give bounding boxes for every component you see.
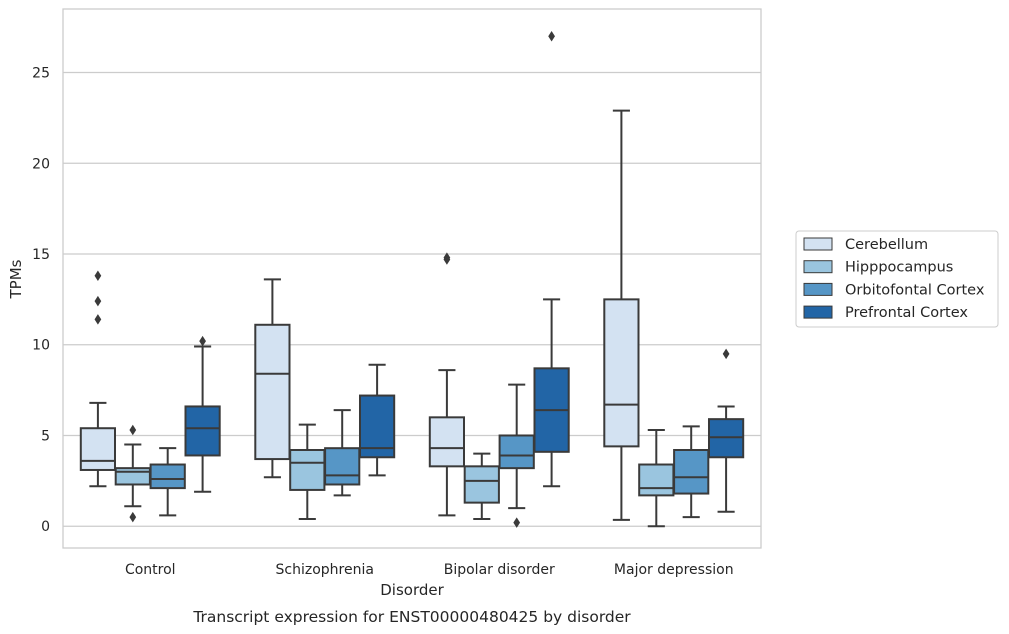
y-tick-label: 5 [41,428,50,444]
box-groups [79,30,745,528]
box-iqr [289,449,326,491]
box-group-bipolar-disorder [428,30,570,528]
legend: Cerebellum Hipppocampus Orbitofontal Corte… [795,230,999,328]
box-orbitofontal-cortex [498,383,535,528]
box-iqr [603,298,640,448]
legend-frame [795,230,999,328]
box-iqr [358,394,396,459]
box-orbitofontal-cortex [673,425,710,519]
box-orbitofontal-cortex [149,447,186,517]
box-group-schizophrenia [254,278,396,520]
box-iqr [254,323,291,461]
box-prefrontal-cortex [184,335,221,493]
box-iqr [463,465,500,504]
x-tick-labels: Control Schizophrenia Bipolar disorder Majo… [125,562,734,578]
outlier-point [129,511,137,523]
box-iqr [184,405,221,457]
y-tick-label: 15 [32,247,50,263]
box-cerebellum [79,270,117,488]
outlier-point [94,270,102,282]
box-group-major-depression [603,109,745,528]
box-cerebellum [603,109,640,521]
box-hipppocampus [638,429,675,528]
outlier-point [94,295,102,307]
x-axis-label: Disorder [380,581,444,599]
legend-label: Prefrontal Cortex [845,305,968,321]
outlier-point [199,335,206,347]
figure-caption: Transcript expression for ENST0000048042… [192,608,631,626]
outlier-point [443,252,451,263]
x-tick-label: Major depression [614,562,734,578]
box-hipppocampus [463,452,500,520]
legend-swatch [803,237,833,251]
outlier-point [722,348,730,360]
box-iqr [149,463,186,490]
box-cerebellum [428,252,466,517]
x-tick-label: Schizophrenia [276,562,374,578]
plot-background [63,9,761,548]
y-tick-label: 25 [32,66,50,82]
box-iqr [114,467,151,486]
box-iqr [324,447,361,486]
box-group-control [79,270,221,523]
gridlines [63,71,761,527]
y-tick-label: 0 [41,519,50,535]
outlier-point [548,30,555,42]
legend-swatch [803,282,833,296]
outlier-point [94,314,102,325]
legend-swatch [803,305,833,319]
legend-swatch [803,260,833,274]
legend-label: Cerebellum [845,237,928,253]
box-iqr [498,434,535,470]
y-tick-labels: 0 5 10 15 20 25 [32,66,50,536]
box-cerebellum [254,278,291,479]
legend-label: Orbitofontal Cortex [845,282,985,298]
legend-label: Hipppocampus [845,260,953,276]
box-prefrontal-cortex [707,348,745,513]
y-tick-label: 10 [32,338,50,354]
outlier-point [513,517,521,528]
box-iqr [79,427,117,471]
box-iqr [673,449,710,495]
box-hipppocampus [289,423,326,520]
x-tick-label: Control [125,562,176,578]
x-tick-label: Bipolar disorder [444,562,555,578]
plot-frame [62,8,762,549]
box-iqr [428,416,466,468]
y-tick-label: 20 [32,156,50,172]
y-axis-label: TPMs [7,259,25,299]
box-prefrontal-cortex [358,363,396,477]
box-iqr [638,463,675,497]
box-prefrontal-cortex [533,30,570,488]
outlier-point [129,424,137,436]
box-orbitofontal-cortex [324,409,361,497]
